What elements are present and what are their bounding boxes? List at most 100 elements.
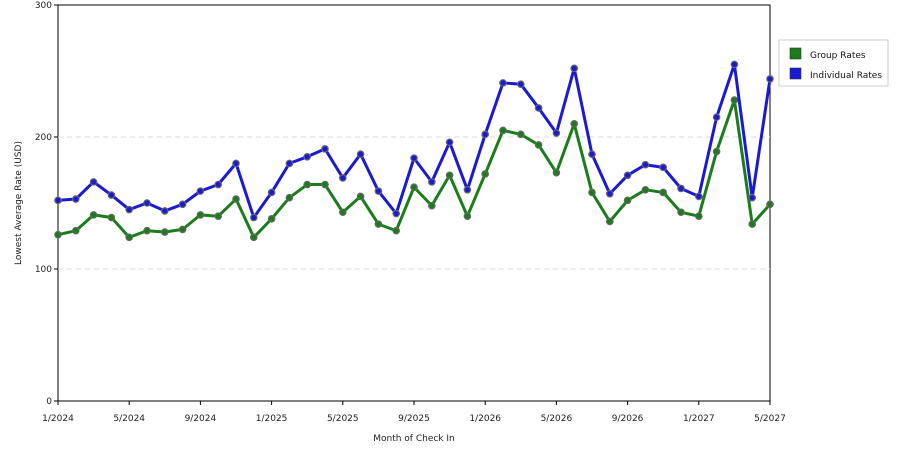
data-point-group-rates	[499, 126, 507, 135]
data-point-individual-rates	[303, 153, 312, 161]
x-tick-label: 5/2027	[754, 414, 786, 424]
data-point-group-rates	[374, 220, 383, 228]
data-point-individual-rates	[125, 205, 134, 214]
data-point-individual-rates	[250, 213, 258, 222]
data-point-group-rates	[338, 208, 347, 217]
y-tick-label: 0	[46, 397, 52, 407]
data-point-individual-rates	[605, 189, 614, 198]
series-individual-rates	[54, 60, 774, 222]
data-point-individual-rates	[232, 159, 240, 168]
x-tick-label: 1/2027	[683, 414, 715, 424]
data-point-group-rates	[677, 208, 685, 217]
data-point-individual-rates	[712, 113, 721, 122]
data-point-individual-rates	[285, 159, 294, 168]
data-point-group-rates	[285, 193, 294, 202]
data-point-group-rates	[712, 147, 721, 156]
axes: 0 100 200 300 1/2024 5/2024 9/2024 1/2025 5/2025…	[35, 1, 786, 424]
data-point-individual-rates	[766, 75, 774, 83]
data-point-group-rates	[641, 186, 650, 194]
data-point-individual-rates	[570, 64, 579, 73]
data-point-individual-rates	[481, 130, 490, 139]
data-point-individual-rates	[321, 145, 329, 153]
data-point-individual-rates	[677, 184, 685, 193]
legend-swatch-group-rates	[789, 47, 802, 60]
y-tick-label: 300	[35, 1, 52, 11]
data-point-individual-rates	[214, 180, 223, 189]
data-point-group-rates	[143, 226, 151, 235]
data-point-individual-rates	[748, 193, 757, 202]
data-point-group-rates	[766, 200, 774, 209]
data-point-group-rates	[161, 228, 169, 236]
legend-label-group-rates: Group Rates	[810, 51, 866, 61]
data-point-individual-rates	[107, 191, 116, 199]
x-tick-label: 9/2024	[185, 414, 217, 424]
data-point-group-rates	[481, 170, 490, 178]
data-point-individual-rates	[659, 163, 668, 172]
y-tick-label: 200	[35, 133, 52, 143]
x-tick-label: 5/2024	[113, 414, 145, 424]
series-layer	[54, 60, 774, 242]
x-tick-label: 1/2024	[42, 414, 74, 424]
y-tick-label: 100	[35, 265, 52, 275]
data-point-group-rates	[196, 211, 205, 219]
data-point-individual-rates	[143, 199, 151, 207]
data-point-individual-rates	[552, 129, 561, 137]
x-tick-label: 5/2025	[327, 414, 359, 424]
data-point-individual-rates	[445, 138, 454, 147]
data-point-group-rates	[214, 212, 223, 221]
data-point-group-rates	[107, 213, 116, 222]
data-point-group-rates	[659, 188, 668, 197]
data-point-group-rates	[463, 212, 472, 221]
data-point-group-rates	[748, 220, 757, 228]
gridlines	[58, 136, 770, 270]
data-point-group-rates	[72, 226, 80, 235]
x-tick-label: 1/2026	[469, 414, 501, 424]
legend-swatch-individual-rates	[789, 67, 802, 80]
data-point-individual-rates	[534, 104, 543, 112]
data-point-individual-rates	[356, 150, 365, 158]
data-point-individual-rates	[54, 196, 62, 205]
x-tick-label: 9/2025	[398, 414, 430, 424]
data-point-group-rates	[250, 233, 258, 242]
data-point-individual-rates	[499, 79, 507, 87]
data-point-group-rates	[605, 217, 614, 226]
data-point-individual-rates	[410, 154, 418, 162]
data-point-individual-rates	[196, 187, 205, 195]
data-point-group-rates	[623, 196, 632, 205]
x-axis-title: Month of Check In	[373, 434, 455, 444]
data-point-group-rates	[427, 201, 436, 210]
data-point-individual-rates	[730, 60, 739, 69]
data-point-individual-rates	[161, 207, 169, 215]
data-point-group-rates	[178, 225, 187, 234]
data-point-individual-rates	[694, 192, 703, 201]
data-point-group-rates	[588, 188, 596, 197]
data-point-individual-rates	[641, 160, 650, 169]
data-point-individual-rates	[374, 187, 383, 195]
data-point-group-rates	[321, 180, 329, 189]
data-point-individual-rates	[463, 186, 472, 194]
data-point-individual-rates	[89, 178, 98, 186]
data-point-individual-rates	[267, 188, 276, 197]
data-point-group-rates	[445, 171, 454, 180]
data-point-individual-rates	[178, 200, 187, 209]
data-point-group-rates	[356, 192, 365, 201]
data-point-group-rates	[552, 168, 561, 177]
data-point-group-rates	[534, 141, 543, 149]
plot-area	[57, 4, 771, 402]
data-point-group-rates	[232, 195, 240, 203]
y-axis-title: Lowest Average Rate (USD)	[14, 141, 24, 265]
x-tick-label: 5/2026	[541, 414, 573, 424]
data-point-group-rates	[516, 130, 525, 139]
data-point-group-rates	[89, 211, 98, 219]
data-point-group-rates	[694, 212, 703, 221]
legend: Group Rates Individual Rates	[778, 39, 889, 87]
series-group-rates	[54, 96, 774, 242]
data-point-group-rates	[392, 226, 401, 235]
x-tick-label: 9/2026	[612, 414, 644, 424]
data-point-group-rates	[570, 120, 579, 128]
data-point-individual-rates	[72, 195, 80, 203]
data-point-group-rates	[303, 180, 312, 189]
data-point-individual-rates	[516, 80, 525, 89]
